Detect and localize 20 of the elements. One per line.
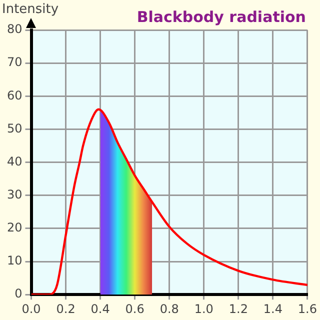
x-tick-label: 0.6 (125, 302, 144, 316)
y-tick-label: 80 (6, 22, 22, 36)
x-tick-label: 0.8 (160, 302, 179, 316)
x-tick-label: 1.2 (228, 302, 248, 316)
x-tick-label: 0.2 (56, 302, 76, 316)
chart-title: Blackbody radiation (136, 8, 306, 26)
x-tick-label: 1.0 (194, 302, 214, 316)
y-tick-label: 20 (6, 220, 22, 235)
x-tick-label: 1.4 (263, 302, 282, 316)
y-tick-label: 40 (6, 154, 22, 168)
y-tick-label: 70 (6, 55, 22, 70)
y-tick-label: 50 (6, 121, 22, 136)
x-tick-label: 1.6 (298, 302, 318, 316)
x-tick-label: 0.4 (90, 302, 110, 316)
x-tick-label: 0.0 (22, 302, 41, 316)
y-tick-label: 60 (6, 88, 22, 102)
y-tick-label: 0 (14, 286, 22, 301)
y-tick-label: 10 (6, 254, 22, 268)
y-axis-title: Intensity (2, 2, 59, 17)
y-tick-label: 30 (6, 188, 22, 202)
